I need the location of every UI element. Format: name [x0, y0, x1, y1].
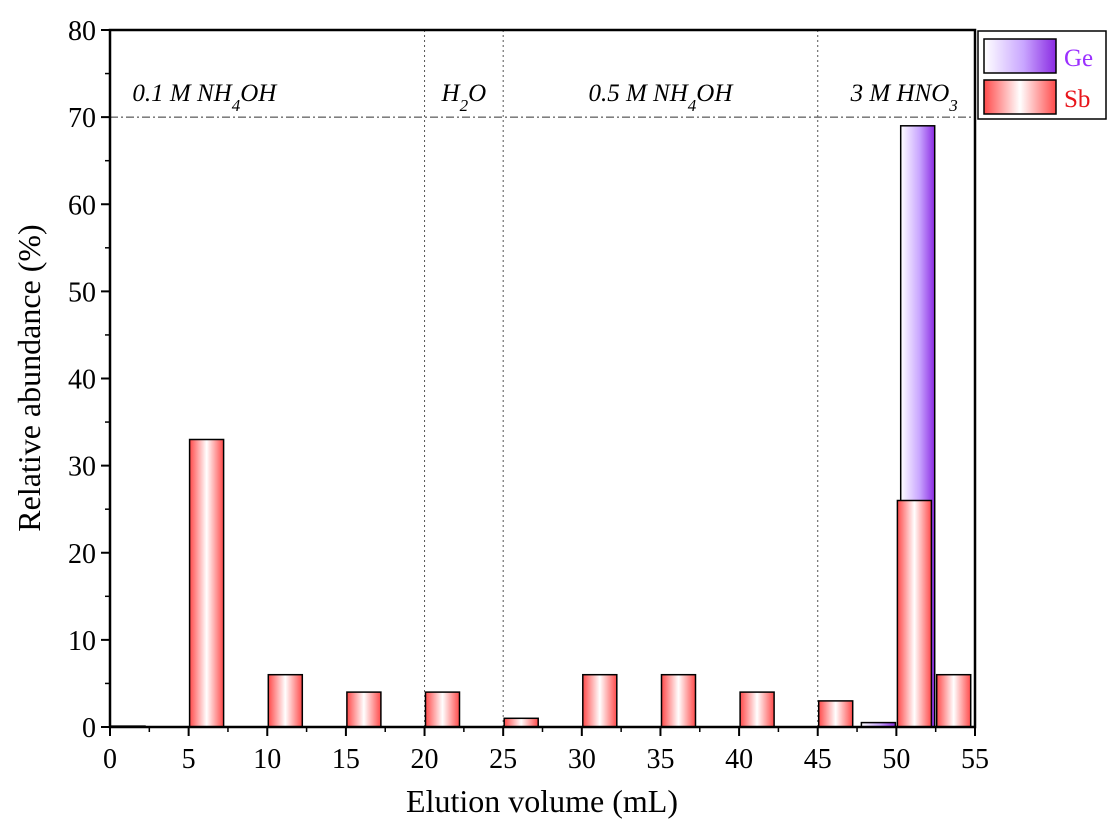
- y-tick-label-7: 70: [68, 103, 96, 134]
- y-tick-label-1: 10: [68, 626, 96, 657]
- x-tick-label-3: 15: [332, 744, 360, 775]
- y-tick-label-8: 80: [68, 16, 96, 47]
- bar-sb-9: [817, 700, 854, 728]
- plot-frame: [108, 28, 977, 729]
- bar-sb-3: [346, 691, 382, 728]
- region-label-3: 3 M HNO3: [850, 80, 958, 115]
- bars: [110, 125, 972, 728]
- bar-sb-10: [896, 499, 933, 728]
- y-tick-label-3: 30: [68, 452, 96, 483]
- bar-sb-11: [935, 673, 972, 728]
- bar-sb-1: [188, 438, 225, 728]
- legend: Ge Sb: [977, 30, 1107, 120]
- x-tick-label-4: 20: [411, 744, 439, 775]
- region-labels: 0.1 M NH4OH H2O 0.5 M NH4OH 3 M HNO3: [132, 80, 957, 115]
- x-tick-label-11: 55: [961, 744, 989, 775]
- y-tick-label-6: 60: [68, 190, 96, 221]
- x-tick-label-8: 40: [725, 744, 753, 775]
- bar-sb-8: [739, 691, 775, 728]
- y-tick-label-4: 40: [68, 365, 96, 396]
- legend-label-ge: Ge: [1064, 45, 1093, 72]
- y-tick-label-5: 50: [68, 277, 96, 308]
- y-axis-title: Relative abundance (%): [11, 224, 47, 531]
- x-tick-label-10: 50: [882, 744, 910, 775]
- bar-sb-5: [503, 717, 539, 728]
- region-label-1: H2O: [441, 80, 487, 115]
- x-tick-label-5: 25: [489, 744, 517, 775]
- legend-swatch-ge: [983, 38, 1057, 74]
- bar-sb-4: [424, 691, 461, 728]
- bar-sb-7: [660, 673, 697, 728]
- legend-label-sb: Sb: [1064, 86, 1090, 113]
- region-label-0: 0.1 M NH4OH: [132, 80, 278, 115]
- x-tick-label-6: 30: [568, 744, 596, 775]
- legend-swatch-sb: [983, 79, 1057, 115]
- bar-sb-6: [582, 673, 618, 728]
- x-tick-label-0: 0: [103, 744, 117, 775]
- x-tick-label-7: 35: [646, 744, 674, 775]
- axis-ticks: 0 5 10 15 20 25 30 35 40 45 50 55 0 10 20 30 40 50 60 70 80: [68, 16, 989, 775]
- x-tick-label-1: 5: [182, 744, 196, 775]
- region-label-2: 0.5 M NH4OH: [588, 80, 734, 115]
- bar-sb-2: [267, 673, 304, 728]
- reference-lines: [110, 30, 975, 727]
- y-tick-label-2: 20: [68, 539, 96, 570]
- x-tick-label-2: 10: [253, 744, 281, 775]
- y-tick-label-0: 0: [82, 713, 96, 744]
- x-tick-label-9: 45: [804, 744, 832, 775]
- x-axis-title: Elution volume (mL): [406, 783, 678, 819]
